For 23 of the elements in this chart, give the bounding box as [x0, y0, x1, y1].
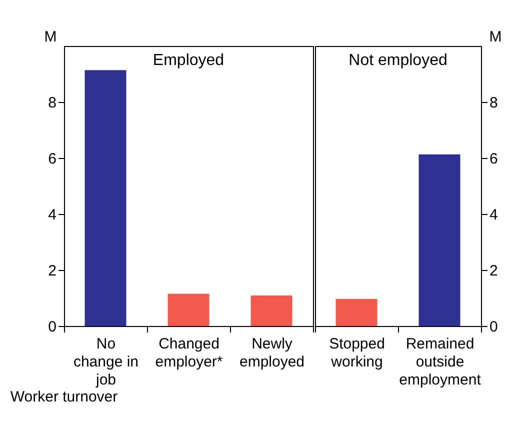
bar [250, 295, 292, 326]
y-tick-label: 8 [48, 94, 56, 112]
chart-title: Not employed [348, 52, 448, 69]
chart-title: Employed [152, 52, 224, 69]
y2-tick-label: 6 [490, 150, 498, 168]
x-tick-label: Newly employed [239, 336, 305, 370]
y-tick-label: 2 [48, 262, 56, 280]
y-tick-label: 0 [48, 318, 56, 336]
y-tick-label: 4 [48, 206, 56, 224]
x-tick-label: Changed employer* [155, 336, 223, 370]
x-tick-label: No change in job [73, 336, 139, 388]
x-tick-label: Stopped working [329, 336, 385, 370]
x-axis-title: Worker turnover [10, 388, 118, 406]
y2-tick-label: 4 [490, 206, 498, 224]
bar [168, 294, 210, 326]
y-tick-label: 6 [48, 150, 56, 168]
y2-tick-label: 0 [490, 318, 498, 336]
y2-tick-label: 2 [490, 262, 498, 280]
bar [84, 70, 126, 326]
x-tick-label: Remained outside employment [399, 336, 482, 388]
y-axis-title: M [44, 28, 57, 46]
y2-tick-label: 8 [490, 94, 498, 112]
y2-axis-title: M [489, 28, 502, 46]
